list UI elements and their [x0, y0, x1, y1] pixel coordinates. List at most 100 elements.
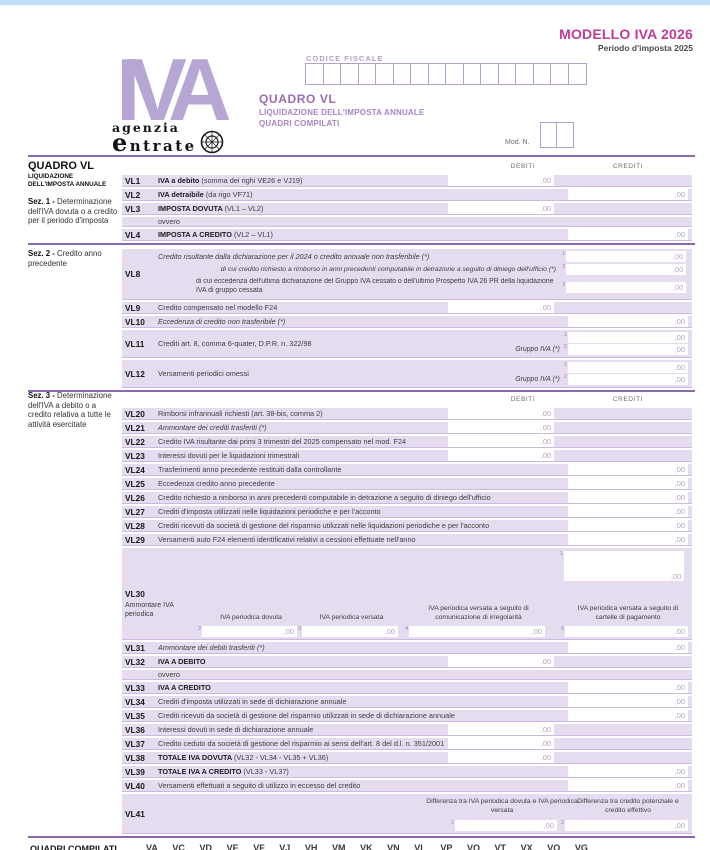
- codice-fiscale-cell[interactable]: [551, 64, 569, 84]
- vl25-crediti-field[interactable]: ,00: [568, 478, 688, 489]
- quadri-tabs: VA VC VD VE VF VJ VH VM VK VN VL VP VQ V…: [146, 840, 588, 850]
- vl24-crediti-field[interactable]: ,00: [568, 464, 688, 475]
- vl34-crediti-field[interactable]: ,00: [568, 696, 688, 707]
- vl29-crediti-field[interactable]: ,00: [568, 534, 688, 545]
- vl39-crediti-field[interactable]: ,00: [568, 766, 688, 777]
- row-vl39: VL39 TOTALE IVA A CREDITO (VL33 - VL37) …: [122, 766, 692, 778]
- section-divider-2: [28, 390, 695, 392]
- quadro-tab-vn: VN: [387, 843, 400, 850]
- quadro-vl-table: DEBITI CREDITI VL1 IVA a debito (somma d…: [28, 163, 695, 850]
- row-vl8: VL8 Credito risultante dalla dichiarazio…: [122, 249, 692, 300]
- vl2-crediti-field[interactable]: ,00: [568, 189, 688, 200]
- vl10-crediti-field[interactable]: ,00: [568, 316, 688, 327]
- vl30-col3-header: IVA periodica versata: [319, 613, 384, 621]
- codice-fiscale-input[interactable]: [305, 63, 587, 85]
- codice-fiscale-cell[interactable]: [464, 64, 481, 84]
- vl23-debiti-field[interactable]: ,00: [448, 450, 554, 461]
- vl30-field-3[interactable]: ,00: [302, 626, 398, 637]
- vl20-debiti-field[interactable]: ,00: [448, 408, 554, 419]
- codice-fiscale-cell[interactable]: [569, 64, 587, 84]
- mod-n-cell[interactable]: [557, 123, 573, 147]
- vl3-debiti-field[interactable]: ,00: [448, 203, 554, 214]
- vl37-debiti-field[interactable]: ,00: [448, 738, 554, 749]
- row-vl28: VL28 Crediti ricevuti da società di gest…: [122, 520, 692, 532]
- codice-fiscale-cell[interactable]: [499, 64, 516, 84]
- codice-fiscale-cell[interactable]: [411, 64, 429, 84]
- codice-fiscale-cell[interactable]: [446, 64, 464, 84]
- sidebar-sez3: Sez. 3 - Determinazione dell'IVA a debit…: [28, 391, 112, 430]
- quadro-tab-vx: VX: [520, 843, 533, 850]
- row-vl12: VL12 Versamenti periodici omessi 1,00 Gr…: [122, 360, 692, 388]
- quadro-tab-vm: VM: [331, 843, 346, 850]
- column-headers-sez1: DEBITI CREDITI: [122, 163, 692, 173]
- row-vl1: VL1 IVA a debito (somma dei righi VE26 e…: [122, 175, 692, 187]
- codice-fiscale-cell[interactable]: [481, 64, 499, 84]
- codice-fiscale-cell[interactable]: [534, 64, 551, 84]
- agenzia-entrate-logo: agenzia entrate: [112, 121, 224, 158]
- mod-n-cell[interactable]: [541, 123, 557, 147]
- vl22-debiti-field[interactable]: ,00: [448, 436, 554, 447]
- row-vl35: VL35 Crediti ricevuti da società di gest…: [122, 710, 692, 722]
- vl12-field-2[interactable]: ,00: [568, 374, 688, 385]
- quadro-tab-vq: VQ: [466, 843, 480, 850]
- vl11-field-1[interactable]: ,00: [568, 332, 688, 343]
- quadro-tab-vh: VH: [304, 843, 318, 850]
- vl41-field-2[interactable]: ,00: [565, 820, 688, 831]
- codice-fiscale-cell[interactable]: [359, 64, 376, 84]
- vl30-field-5[interactable]: ,00: [565, 626, 688, 637]
- vl4-crediti-field[interactable]: ,00: [568, 229, 688, 240]
- codice-fiscale-cell[interactable]: [429, 64, 446, 84]
- quadro-tab-vf: VF: [253, 843, 265, 850]
- bottom-divider: [28, 836, 695, 838]
- quadro-tab-vo: VO: [547, 843, 561, 850]
- vl11-field-2[interactable]: ,00: [568, 344, 688, 355]
- top-border: [0, 0, 710, 5]
- vl8-field-1[interactable]: ,00: [566, 251, 687, 262]
- vl9-debiti-field[interactable]: ,00: [448, 302, 554, 313]
- connector-ovvero-1: ovvero: [122, 217, 692, 227]
- vl1-debiti-field[interactable]: ,00: [448, 175, 554, 186]
- vl38-debiti-field[interactable]: ,00: [448, 752, 554, 763]
- agency-word-entrate: entrate: [112, 128, 197, 158]
- row-vl10: VL10 Eccedenza di credito non trasferibi…: [122, 316, 692, 328]
- row-vl20: VL20 Rimborsi infrannuali richiesti (art…: [122, 408, 692, 420]
- vl8-field-2[interactable]: ,00: [566, 264, 687, 275]
- codice-fiscale-cell[interactable]: [341, 64, 359, 84]
- row-vl11: VL11 Crediti art. 8, comma 6-quater, D.P…: [122, 330, 692, 358]
- vl28-crediti-field[interactable]: ,00: [568, 520, 688, 531]
- row-vl2: VL2 IVA detraibile (da rigo VF71) ,00: [122, 189, 692, 201]
- vl32-debiti-field[interactable]: ,00: [448, 656, 554, 667]
- vl30-field-1[interactable]: ,00: [564, 551, 685, 581]
- header-divider: [28, 155, 695, 157]
- vl30-field-2[interactable]: ,00: [202, 626, 297, 637]
- vl30-col4-header: IVA periodica versata a seguito di comun…: [428, 605, 529, 621]
- vl31-crediti-field[interactable]: ,00: [568, 642, 688, 653]
- codice-fiscale-cell[interactable]: [516, 64, 534, 84]
- codice-fiscale-cell[interactable]: [324, 64, 341, 84]
- codice-fiscale-cell[interactable]: [376, 64, 394, 84]
- vl26-crediti-field[interactable]: ,00: [568, 492, 688, 503]
- vl41-field-1[interactable]: ,00: [455, 820, 557, 831]
- vl21-debiti-field[interactable]: ,00: [448, 422, 554, 433]
- vl40-crediti-field[interactable]: ,00: [568, 780, 688, 791]
- row-vl26: VL26 Credito richiesto a rimborso in ann…: [122, 492, 692, 504]
- row-vl24: VL24 Trasferimenti anno precedente resti…: [122, 464, 692, 476]
- vl27-crediti-field[interactable]: ,00: [568, 506, 688, 517]
- vl12-field-1[interactable]: ,00: [568, 362, 688, 373]
- vl8-field-3[interactable]: ,00: [566, 281, 687, 293]
- vl30-field-4[interactable]: ,00: [409, 626, 545, 637]
- row-vl25: VL25 Eccedenza credito anno precedente ,…: [122, 478, 692, 490]
- quadri-compilati-footer-label: QUADRI COMPILATI: [30, 844, 117, 850]
- quadro-tab-vd: VD: [199, 843, 213, 850]
- vl36-debiti-field[interactable]: ,00: [448, 724, 554, 735]
- quadro-vl-subtitle: LIQUIDAZIONE DELL'IMPOSTA ANNUALE: [259, 108, 425, 117]
- codice-fiscale-cell[interactable]: [306, 64, 324, 84]
- codice-fiscale-cell[interactable]: [394, 64, 411, 84]
- vl33-crediti-field[interactable]: ,00: [568, 682, 688, 693]
- row-vl31: VL31 Ammontare dei debiti trasferiti (*)…: [122, 642, 692, 654]
- mod-n-input[interactable]: [540, 122, 574, 148]
- row-vl9: VL9 Credito compensato nel modello F24 ,…: [122, 302, 692, 314]
- vl35-crediti-field[interactable]: ,00: [568, 710, 688, 721]
- model-title: MODELLO IVA 2026: [559, 26, 693, 42]
- vl30-col2-header: IVA periodica dovuta: [220, 613, 282, 621]
